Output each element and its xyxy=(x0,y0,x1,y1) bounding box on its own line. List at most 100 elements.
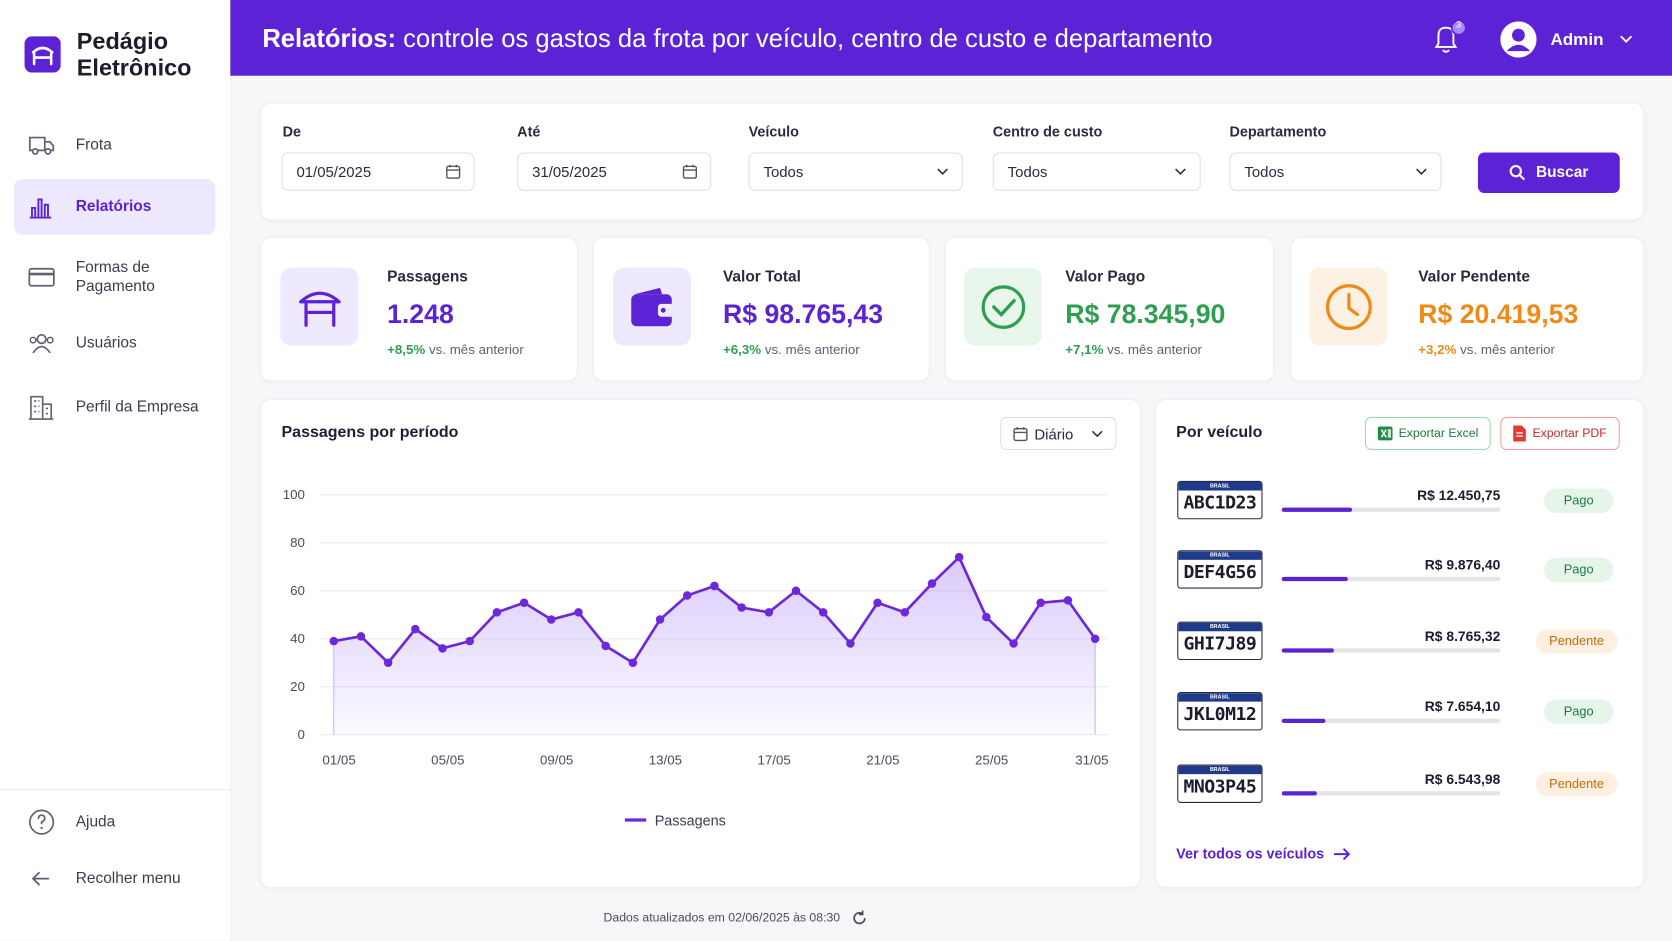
button-label: Exportar PDF xyxy=(1532,427,1607,440)
user-name[interactable]: Admin xyxy=(1550,30,1604,50)
kpi-label: Passagens xyxy=(387,268,468,286)
progress-track xyxy=(1281,576,1501,582)
x-tick-label: 21/05 xyxy=(866,753,899,768)
plate-number: DEF4G56 xyxy=(1183,561,1257,584)
date-input[interactable]: 31/05/2025 xyxy=(517,152,712,191)
delta-note: vs. mês anterior xyxy=(1107,342,1202,358)
see-all-link[interactable]: Ver todos os veículos xyxy=(1176,846,1352,862)
avatar[interactable] xyxy=(1500,21,1537,58)
plate-strip xyxy=(1178,551,1262,560)
nav-item[interactable]: Perfil da Empresa xyxy=(14,386,216,429)
legend-label: Passagens xyxy=(655,813,726,829)
vehicle-title: Por veículo xyxy=(1176,423,1263,442)
plate-country: BRASIL xyxy=(1209,623,1230,631)
refresh-icon[interactable] xyxy=(851,910,868,927)
sidebar: Pedágio Eletrônico Frota Relatórios Form… xyxy=(0,0,232,941)
progress-bar xyxy=(1281,648,1335,653)
area xyxy=(333,557,1096,735)
page-title: Relatórios: controle os gastos da frota … xyxy=(262,25,1212,55)
nav-item[interactable]: Usuários xyxy=(14,322,216,365)
nav-label: Frota xyxy=(75,136,112,154)
plate-country: BRASIL xyxy=(1209,552,1230,559)
point xyxy=(927,579,937,588)
title-rest: controle os gastos da frota por veículo,… xyxy=(403,24,1213,54)
point xyxy=(519,598,529,608)
search-button[interactable]: Buscar xyxy=(1477,152,1620,194)
point xyxy=(873,598,882,608)
plate: BRASIL JKL0M12 xyxy=(1177,692,1263,731)
delta-value: +6,3% xyxy=(722,342,762,358)
point xyxy=(601,641,610,651)
status-badge: Pendente xyxy=(1535,629,1618,654)
icon xyxy=(29,198,52,219)
notification-bell[interactable] xyxy=(1431,21,1469,57)
nav-item[interactable]: Recolher menu xyxy=(14,857,216,900)
kpi-delta: +8,5% vs. mês anterior xyxy=(387,342,524,357)
point xyxy=(710,581,719,591)
point xyxy=(547,615,556,624)
header: Relatórios: controle os gastos da frota … xyxy=(230,0,1672,76)
select[interactable]: Todos xyxy=(748,152,963,191)
input-value: Todos xyxy=(1007,163,1048,181)
vehicle-value: R$ 8.765,32 xyxy=(1424,628,1501,645)
kpi-delta: +6,3% vs. mês anterior xyxy=(723,342,860,357)
y-tick-label: 60 xyxy=(290,583,305,598)
y-tick-label: 40 xyxy=(290,631,305,646)
kpi-icon xyxy=(613,267,691,346)
check-icon xyxy=(981,284,1025,329)
kpi-label: Valor Pago xyxy=(1065,268,1146,286)
date-input[interactable]: 01/05/2025 xyxy=(281,152,475,191)
nav-label: Perfil da Empresa xyxy=(75,398,199,416)
calendar-icon xyxy=(1013,426,1028,441)
chart-title: Passagens por período xyxy=(281,423,459,442)
arrow-icon xyxy=(1333,847,1351,860)
kpi-icon xyxy=(1309,267,1388,346)
pdf-icon xyxy=(1513,425,1527,442)
y-tick-label: 20 xyxy=(290,679,305,694)
progress-bar xyxy=(1281,507,1352,512)
plate: BRASIL MNO3P45 xyxy=(1177,764,1263,803)
brand-line: Pedágio xyxy=(76,27,169,55)
filter-label: Centro de custo xyxy=(992,123,1103,140)
select[interactable]: Todos xyxy=(1229,152,1442,191)
nav-label: Ajuda xyxy=(75,813,116,831)
nav-item[interactable]: Relatórios xyxy=(13,179,216,235)
plate-country: BRASIL xyxy=(1209,766,1230,774)
kpi-icon xyxy=(963,267,1042,346)
progress-track xyxy=(1281,791,1501,796)
point xyxy=(764,608,774,617)
nav-item[interactable]: Ajuda xyxy=(14,801,216,844)
x-tick-label: 17/05 xyxy=(757,753,790,768)
chevron xyxy=(1416,168,1427,175)
point xyxy=(818,608,828,617)
brand: Pedágio Eletrônico xyxy=(77,28,192,81)
nav-item[interactable]: Formas de Pagamento xyxy=(14,254,216,301)
kpi-icon xyxy=(280,267,359,346)
point xyxy=(954,552,964,562)
nav-item[interactable]: Frota xyxy=(14,124,216,167)
progress-bar xyxy=(1281,576,1348,582)
toll-icon xyxy=(298,291,341,327)
select[interactable]: Todos xyxy=(992,152,1201,191)
footer: Dados atualizados em 02/06/2025 às 08:30 xyxy=(604,910,868,927)
brand-line: Eletrônico xyxy=(76,54,192,82)
export-excel[interactable]: Exportar Excel xyxy=(1364,416,1491,450)
period-select[interactable]: Diário xyxy=(1000,416,1117,450)
nav-label: Recolher menu xyxy=(75,870,181,888)
point xyxy=(465,636,474,646)
filter-label: Até xyxy=(517,123,541,140)
nav-label: Formas de Pagamento xyxy=(75,259,155,296)
wallet-icon xyxy=(630,287,675,326)
vehicle-value: R$ 6.543,98 xyxy=(1424,770,1501,787)
export-pdf[interactable]: Exportar PDF xyxy=(1500,416,1620,450)
point xyxy=(655,615,665,624)
chevron xyxy=(1091,430,1103,437)
filter-label: Veículo xyxy=(748,123,799,140)
progress-track xyxy=(1281,507,1501,512)
status-badge: Pago xyxy=(1544,699,1614,725)
icon xyxy=(29,136,55,155)
y-tick-label: 100 xyxy=(283,487,305,502)
vehicle-value: R$ 9.876,40 xyxy=(1424,556,1501,573)
point xyxy=(737,603,746,612)
plate-number: ABC1D23 xyxy=(1183,492,1257,514)
